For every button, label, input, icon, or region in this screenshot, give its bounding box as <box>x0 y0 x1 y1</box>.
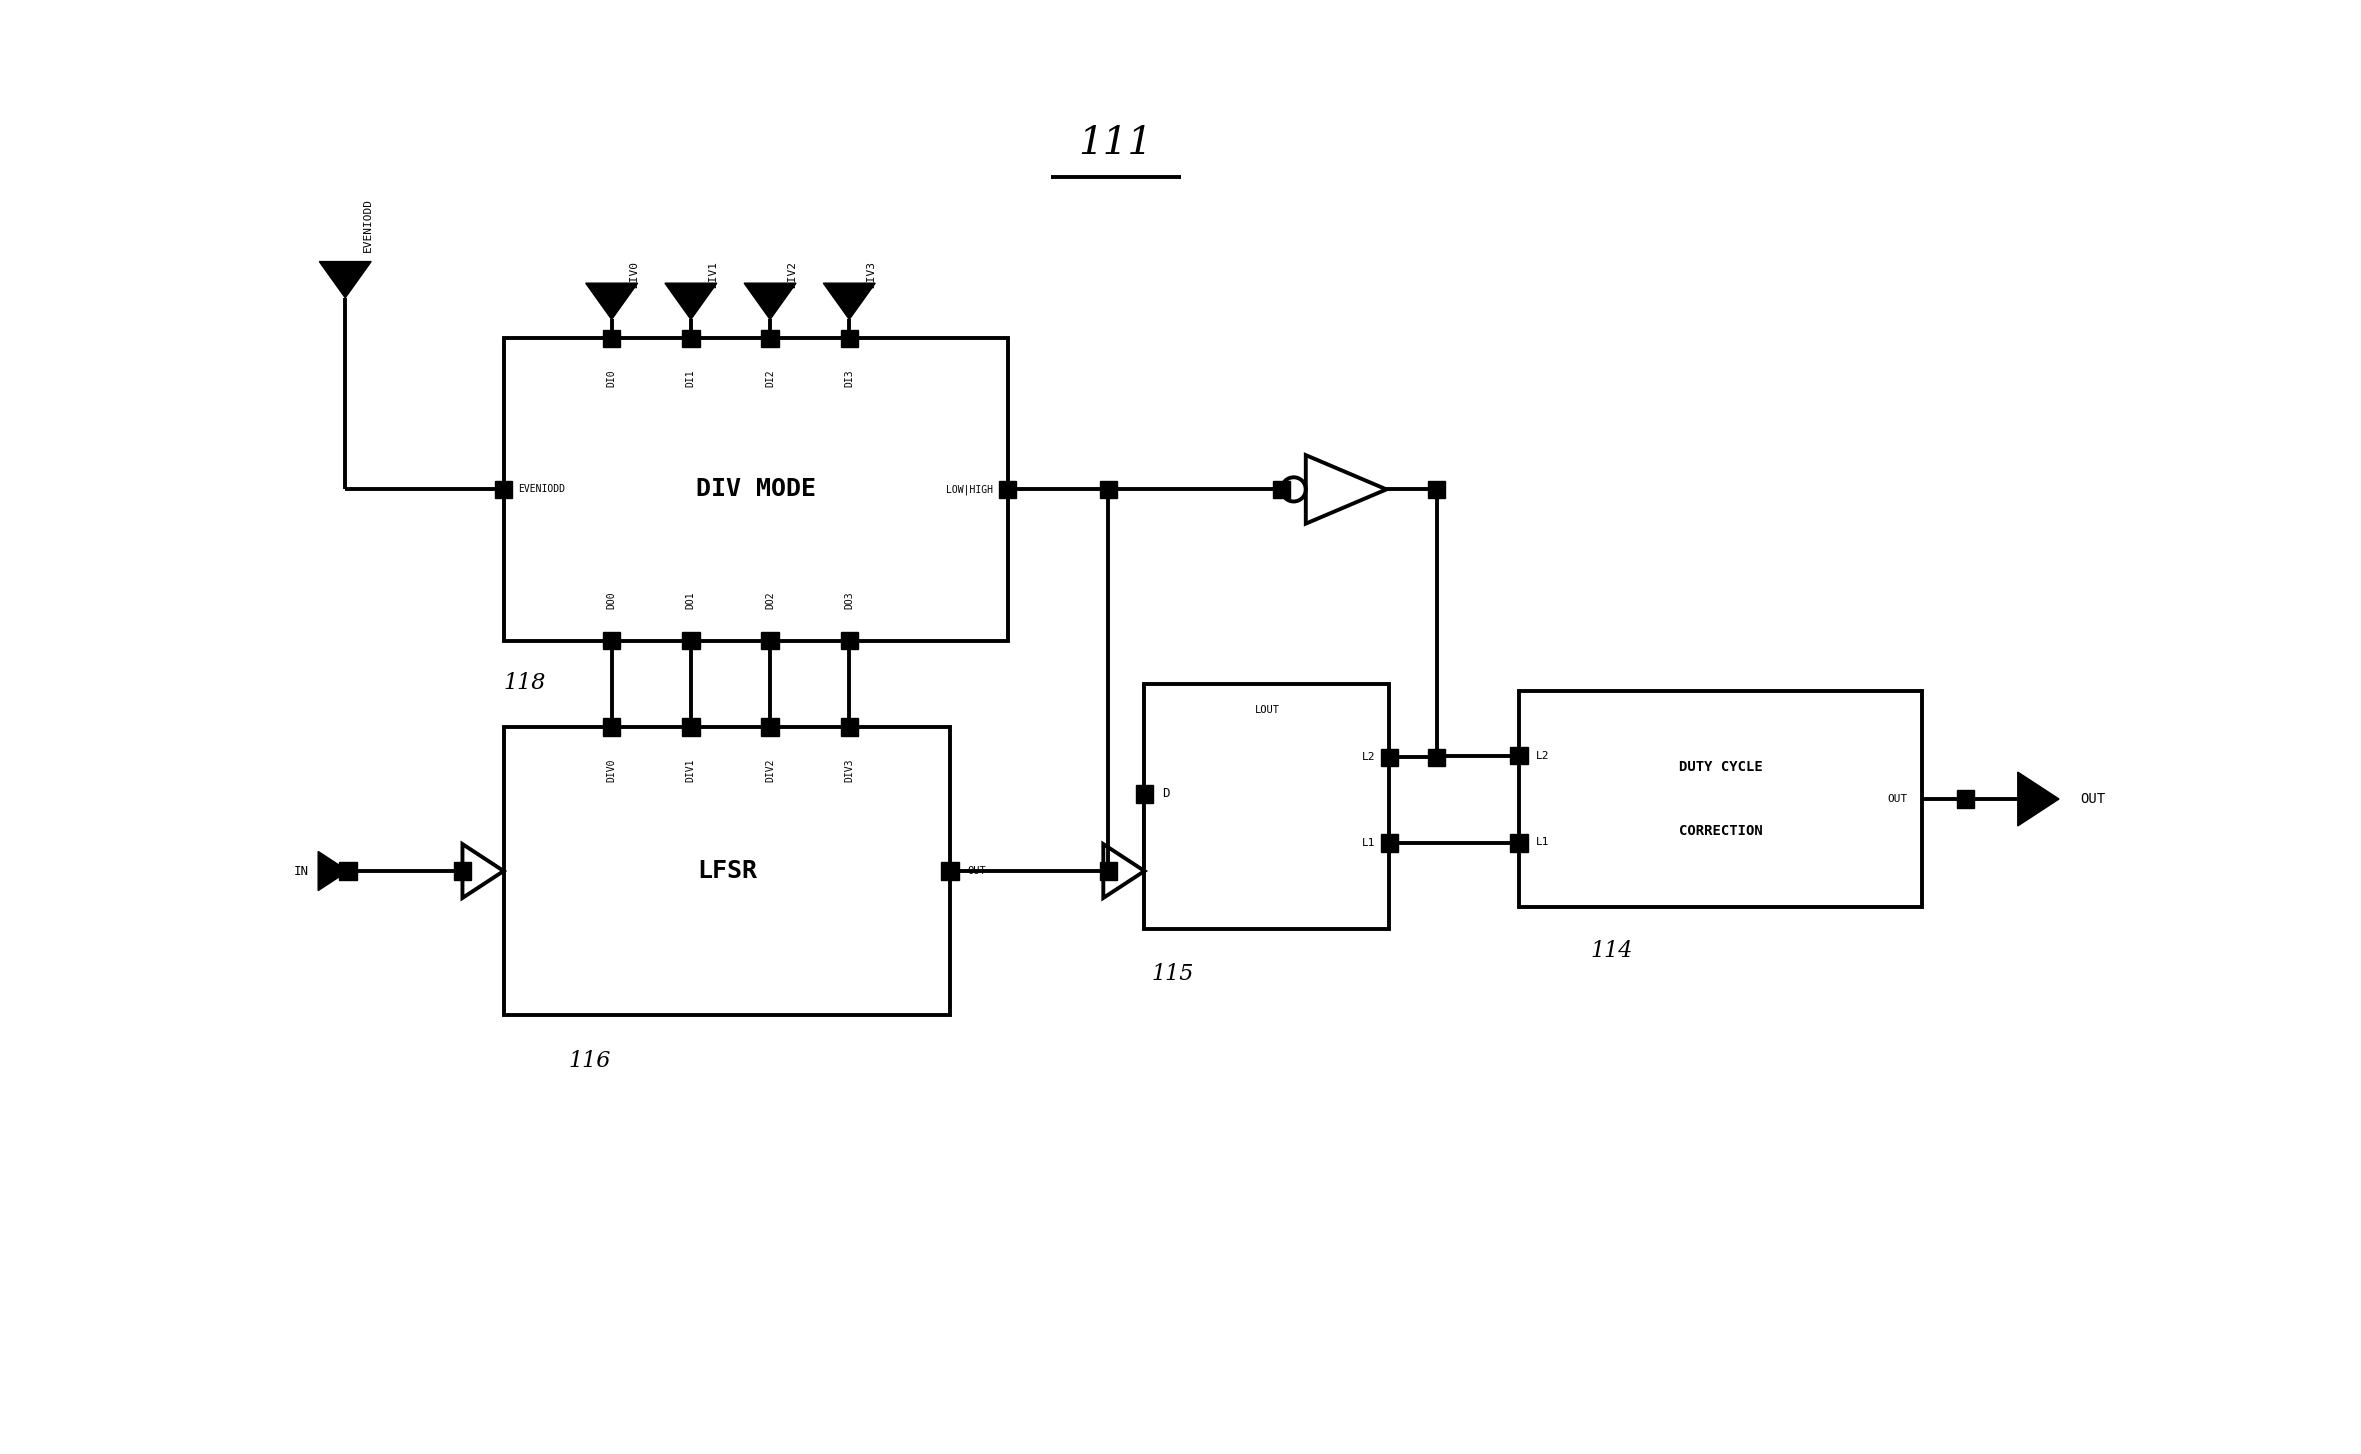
Bar <box>1100 481 1117 499</box>
Text: OUT: OUT <box>2080 792 2106 806</box>
Bar <box>841 632 857 650</box>
Bar <box>682 632 699 650</box>
Polygon shape <box>824 284 876 320</box>
Bar <box>602 330 621 348</box>
Text: OUT: OUT <box>1886 794 1908 804</box>
Text: 114: 114 <box>1591 941 1634 963</box>
Bar <box>763 330 779 348</box>
Bar <box>1100 862 1117 880</box>
Text: 115: 115 <box>1152 963 1195 986</box>
Text: D: D <box>1162 788 1169 801</box>
Text: OUT: OUT <box>968 867 987 875</box>
Text: DIV0: DIV0 <box>607 759 616 782</box>
Bar <box>942 862 959 880</box>
Bar <box>602 718 621 736</box>
Text: 111: 111 <box>1079 125 1152 163</box>
Text: DUTY CYCLE: DUTY CYCLE <box>1679 760 1761 775</box>
Bar <box>1136 785 1152 803</box>
Text: L1: L1 <box>1362 838 1374 848</box>
Bar <box>1511 835 1528 852</box>
Text: DO2: DO2 <box>765 592 774 609</box>
Bar <box>763 718 779 736</box>
Text: L1: L1 <box>1537 838 1549 848</box>
Bar <box>453 862 472 880</box>
Polygon shape <box>666 284 718 320</box>
Text: IN: IN <box>295 865 309 878</box>
Bar <box>1511 747 1528 765</box>
Text: L2: L2 <box>1362 752 1374 762</box>
Polygon shape <box>319 852 347 891</box>
Text: DIV3: DIV3 <box>866 260 876 288</box>
Bar <box>841 718 857 736</box>
Text: EVENIODD: EVENIODD <box>517 484 564 494</box>
Bar <box>682 718 699 736</box>
Text: LOUT: LOUT <box>1254 705 1280 715</box>
Text: 116: 116 <box>569 1050 611 1072</box>
Text: DI2: DI2 <box>765 369 774 387</box>
Text: L2: L2 <box>1537 750 1549 760</box>
Bar <box>1428 481 1445 499</box>
Text: 118: 118 <box>503 672 545 694</box>
Bar <box>1273 481 1289 499</box>
Bar <box>1518 691 1922 907</box>
Text: DO0: DO0 <box>607 592 616 609</box>
Text: DO1: DO1 <box>685 592 696 609</box>
Text: DIV1: DIV1 <box>708 260 718 288</box>
Bar <box>1957 791 1974 807</box>
Bar <box>1381 835 1398 852</box>
Polygon shape <box>319 262 371 298</box>
Text: DIV MODE: DIV MODE <box>696 477 815 502</box>
Bar <box>503 727 949 1015</box>
Bar <box>841 330 857 348</box>
Text: DIV1: DIV1 <box>685 759 696 782</box>
Bar <box>682 330 699 348</box>
Bar <box>602 632 621 650</box>
Text: DI1: DI1 <box>685 369 696 387</box>
Text: DI3: DI3 <box>845 369 855 387</box>
Bar <box>999 481 1015 499</box>
Text: DIV2: DIV2 <box>786 260 798 288</box>
Text: DIV0: DIV0 <box>628 260 640 288</box>
Polygon shape <box>744 284 796 320</box>
Bar <box>340 862 357 880</box>
Polygon shape <box>586 284 637 320</box>
Bar <box>1381 749 1398 766</box>
Bar <box>503 339 1008 641</box>
Polygon shape <box>2019 772 2059 826</box>
Bar <box>763 632 779 650</box>
Text: LFSR: LFSR <box>696 859 758 883</box>
Text: EVENIODD: EVENIODD <box>364 198 373 252</box>
Text: DIV2: DIV2 <box>765 759 774 782</box>
Bar <box>1428 749 1445 766</box>
Bar <box>1145 683 1388 929</box>
Text: DI0: DI0 <box>607 369 616 387</box>
Text: DO3: DO3 <box>845 592 855 609</box>
Bar <box>496 481 512 499</box>
Text: LOW|HIGH: LOW|HIGH <box>947 484 994 494</box>
Text: DIV3: DIV3 <box>845 759 855 782</box>
Text: CORRECTION: CORRECTION <box>1679 823 1761 838</box>
